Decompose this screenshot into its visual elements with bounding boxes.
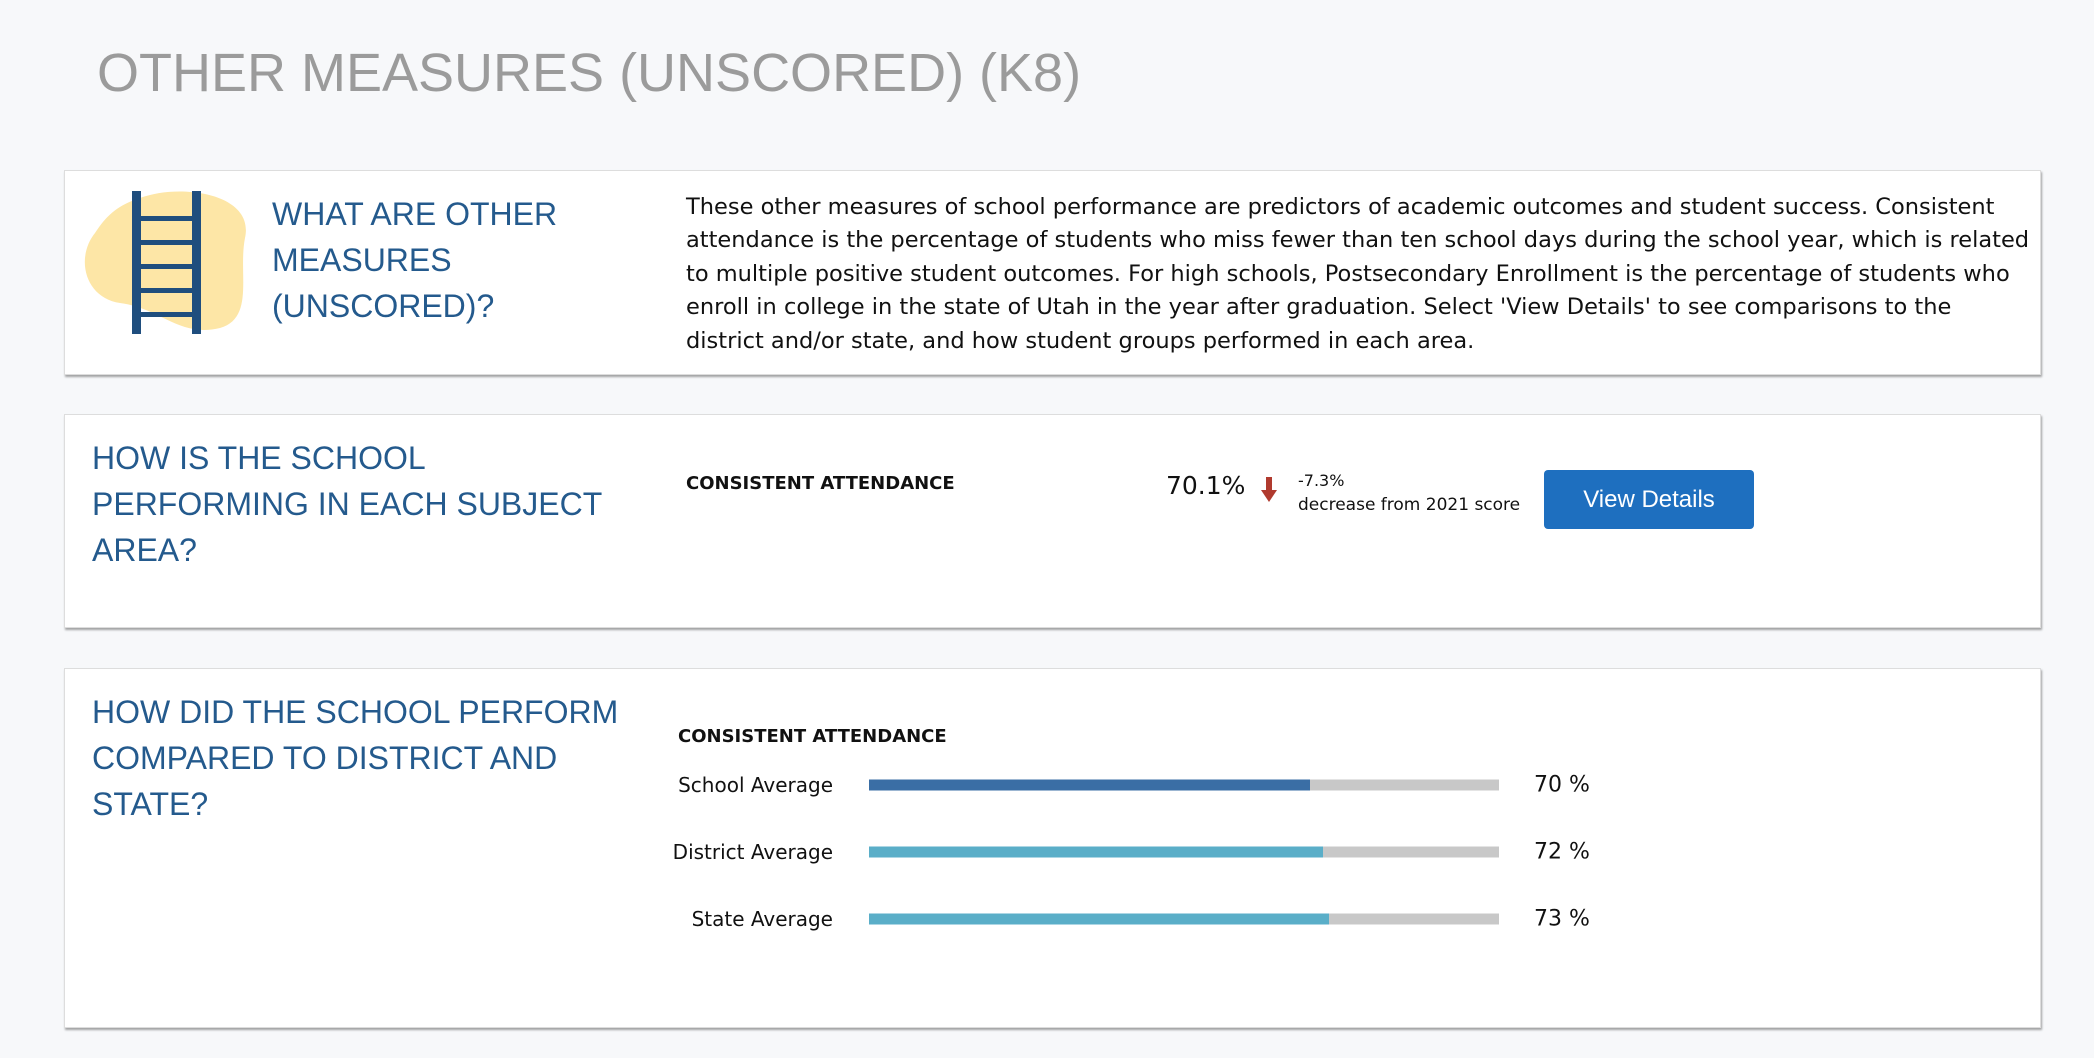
row-value: 73 % <box>1534 906 1590 932</box>
row-value: 70 % <box>1534 772 1590 798</box>
comparison-measure: CONSISTENT ATTENDANCE <box>678 726 947 747</box>
bar <box>869 913 1329 925</box>
down-arrow <box>1261 477 1277 502</box>
intro-panel: WHAT ARE OTHER MEASURES (UNSCORED)? Thes… <box>64 170 2041 375</box>
score: 70.1% <box>1166 471 1246 500</box>
row-label: School Average <box>678 773 833 797</box>
change: -7.3% <box>1298 471 1345 490</box>
bar-track <box>869 779 1499 791</box>
bar <box>869 846 1323 858</box>
bar <box>869 779 1310 791</box>
page-title: OTHER MEASURES (UNSCORED) (K8) <box>97 43 1082 103</box>
view-details-button[interactable]: View Details <box>1544 470 1754 529</box>
comparison-heading: HOW DID THE SCHOOL PERFORM COMPARED TO D… <box>92 694 619 822</box>
bar-track <box>869 913 1499 925</box>
comparison-panel: HOW DID THE SCHOOL PERFORM COMPARED TO D… <box>64 668 2041 1028</box>
row-label: District Average <box>672 840 833 864</box>
ladder-icon <box>84 191 246 334</box>
performance-heading: HOW IS THE SCHOOL PERFORMING IN EACH SUB… <box>92 440 602 568</box>
change-note: decrease from 2021 score <box>1298 495 1521 515</box>
intro-text: These other measures of school performan… <box>686 194 2030 354</box>
intro-heading: WHAT ARE OTHER MEASURES (UNSCORED)? <box>272 196 558 324</box>
performance-panel: HOW IS THE SCHOOL PERFORMING IN EACH SUB… <box>64 414 2041 628</box>
bar-track <box>869 846 1499 858</box>
row-label: State Average <box>691 907 833 931</box>
row-value: 72 % <box>1534 839 1590 865</box>
measure-label: CONSISTENT ATTENDANCE <box>686 473 955 494</box>
